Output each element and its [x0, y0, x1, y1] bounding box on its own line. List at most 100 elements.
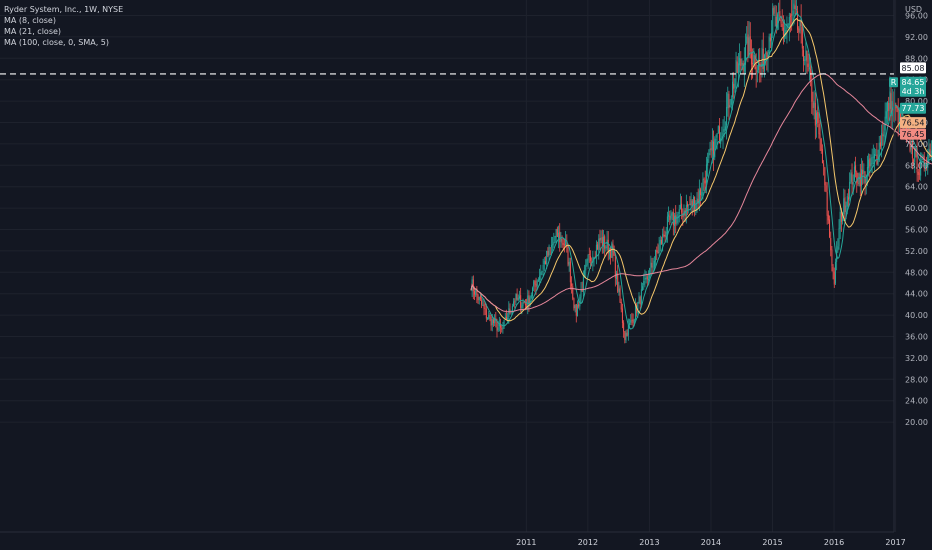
candle-body	[753, 54, 755, 65]
candle-body	[651, 262, 653, 268]
candle-body	[685, 204, 687, 216]
candle-body	[624, 331, 626, 340]
candle-body	[543, 260, 545, 265]
grid	[0, 0, 897, 532]
candle-body	[541, 270, 543, 273]
candle-body	[709, 148, 711, 152]
ma100-price-tag-bg	[900, 128, 926, 140]
candle-body	[847, 197, 849, 200]
indicator-ma100[interactable]: MA (100, close, 0, SMA, 5)	[4, 38, 110, 47]
candle-body	[884, 116, 886, 131]
candle-body	[516, 293, 518, 300]
time-axis[interactable]: 2011201220132014201520162017201820192020…	[516, 538, 932, 547]
candle-body	[663, 234, 665, 237]
candle-body	[660, 239, 662, 244]
candle-body	[474, 291, 476, 295]
candle-body	[885, 111, 887, 119]
candle-body	[840, 212, 842, 222]
candle-body	[771, 32, 773, 41]
candle-body	[870, 163, 872, 167]
candle-body	[843, 198, 845, 215]
candle-body	[558, 232, 560, 239]
candle-body	[791, 14, 793, 16]
candle-body	[731, 81, 733, 98]
candle-body	[581, 289, 583, 292]
candle-body	[665, 231, 667, 237]
candle-body	[606, 239, 608, 249]
candle-body	[776, 14, 778, 28]
price-tick-label: 92.00	[905, 33, 928, 42]
candle-body	[929, 149, 931, 158]
candle-body	[781, 23, 783, 28]
candle-body	[740, 58, 742, 66]
candle-body	[855, 165, 857, 172]
candle-body	[536, 280, 538, 287]
candle-body	[829, 219, 831, 238]
price-tick-label: 48.00	[905, 268, 928, 277]
price-tick-label: 88.00	[905, 54, 928, 63]
candle-body	[690, 198, 692, 207]
ma8-price-tag-bg	[900, 102, 926, 114]
candle-body	[487, 317, 489, 320]
candle-body	[549, 247, 551, 249]
resistance-price-tag-bg	[900, 62, 926, 74]
candle-body	[521, 305, 523, 309]
candle-body	[814, 102, 816, 126]
candle-body	[703, 178, 705, 180]
candle-body	[547, 250, 549, 256]
price-tick-label: 52.00	[905, 247, 928, 256]
candle-body	[518, 296, 520, 299]
candle-body	[687, 203, 689, 207]
candle-body	[689, 203, 691, 205]
price-tick-label: 68.00	[905, 161, 928, 170]
candle-body	[540, 272, 542, 276]
time-tick-label: 2011	[516, 538, 536, 547]
candle-body	[653, 260, 655, 267]
candle-body	[879, 142, 881, 147]
symbol-title[interactable]: Ryder System, Inc., 1W, NYSE	[4, 5, 124, 14]
candle-body	[718, 126, 720, 144]
candle-body	[483, 304, 485, 309]
candle-body	[503, 319, 505, 327]
candle-body	[494, 318, 496, 324]
candle-body	[568, 261, 570, 266]
candle-body	[633, 319, 635, 323]
candle-body	[597, 244, 599, 250]
candle-body	[710, 148, 712, 150]
r-marker[interactable]: R	[891, 78, 897, 87]
candle-body	[898, 109, 900, 127]
candle-body	[889, 91, 891, 109]
candle-body	[748, 37, 750, 57]
indicator-ma21[interactable]: MA (21, close)	[4, 27, 62, 36]
price-tick-label: 72.00	[905, 140, 928, 149]
candle-body	[865, 177, 867, 183]
candle-body	[562, 243, 564, 245]
candle-body	[623, 322, 625, 332]
candle-body	[476, 288, 478, 295]
candle-body	[488, 314, 490, 319]
candle-body	[573, 298, 575, 309]
currency-label: USD	[905, 5, 922, 14]
indicator-ma8[interactable]: MA (8, close)	[4, 16, 56, 25]
candle-body	[818, 123, 820, 135]
candle-body	[701, 192, 703, 197]
candle-body	[569, 261, 571, 283]
last-price-tag-bg	[900, 76, 926, 97]
ma21-line	[470, 17, 932, 322]
candle-body	[735, 59, 737, 78]
candle-body	[530, 295, 532, 298]
candle-body	[895, 104, 897, 109]
r-marker-bg[interactable]	[889, 77, 898, 88]
candle-body	[823, 163, 825, 167]
candle-body	[472, 279, 474, 291]
candle-body	[882, 134, 884, 136]
candle-body	[475, 289, 477, 296]
price-tick-label: 60.00	[905, 204, 928, 213]
candle-body	[711, 140, 713, 151]
time-tick-label: 2013	[639, 538, 659, 547]
candle-body	[542, 264, 544, 270]
candle-body	[792, 10, 794, 15]
moving-averages	[470, 12, 932, 330]
